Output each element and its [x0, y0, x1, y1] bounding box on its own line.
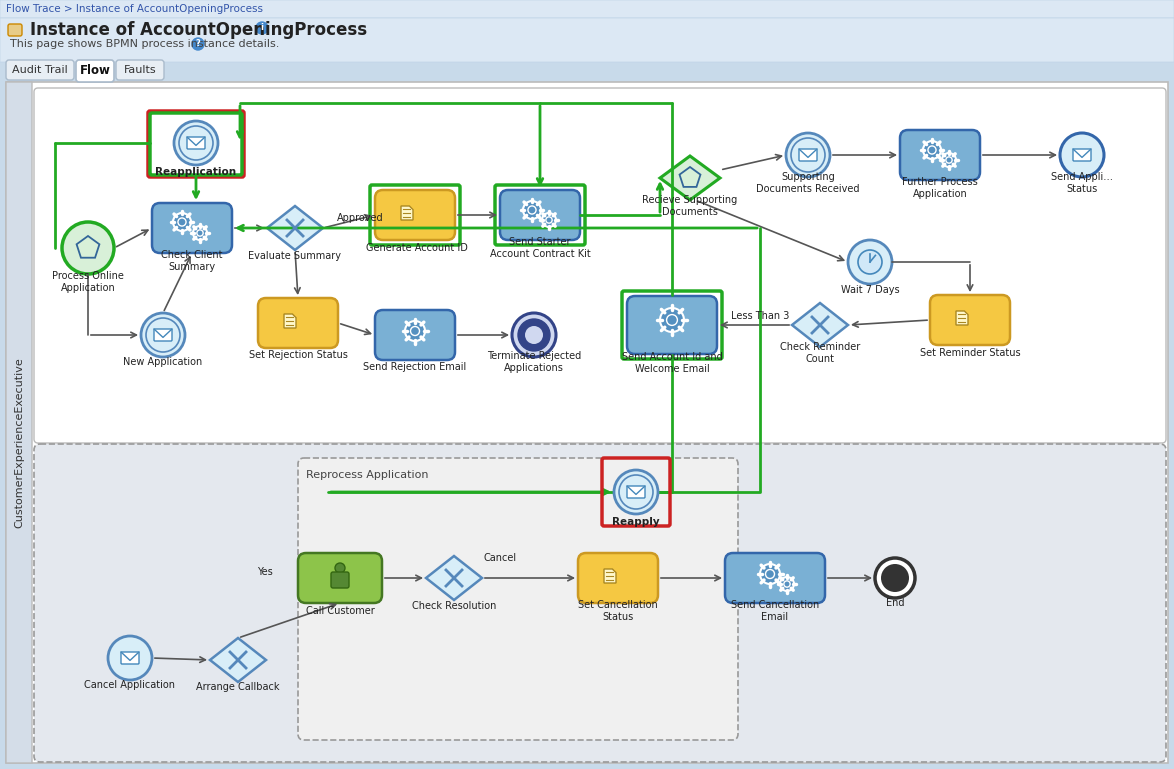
Text: Terminate Rejected
Applications: Terminate Rejected Applications: [487, 351, 581, 373]
Circle shape: [848, 240, 892, 284]
Text: CustomerExperienceExecutive: CustomerExperienceExecutive: [14, 358, 23, 528]
Text: Supporting
Documents Received: Supporting Documents Received: [756, 172, 859, 194]
FancyBboxPatch shape: [34, 88, 1166, 443]
FancyBboxPatch shape: [375, 190, 456, 240]
Circle shape: [411, 327, 419, 335]
FancyBboxPatch shape: [0, 0, 1174, 18]
Polygon shape: [426, 556, 483, 600]
FancyBboxPatch shape: [298, 553, 382, 603]
Polygon shape: [956, 311, 969, 325]
Circle shape: [174, 121, 218, 165]
Text: Yes: Yes: [257, 567, 272, 577]
Text: Call Customer: Call Customer: [305, 606, 375, 616]
FancyBboxPatch shape: [6, 82, 32, 763]
Text: Instance of AccountOpeningProcess: Instance of AccountOpeningProcess: [31, 21, 367, 39]
Circle shape: [518, 319, 549, 351]
Circle shape: [141, 313, 185, 357]
Circle shape: [193, 38, 204, 50]
Text: Send Rejection Email: Send Rejection Email: [364, 362, 466, 372]
Text: Audit Trail: Audit Trail: [12, 65, 68, 75]
Text: i: i: [261, 24, 263, 32]
Text: Generate Account ID: Generate Account ID: [366, 243, 468, 253]
Text: Check Resolution: Check Resolution: [412, 601, 497, 611]
Text: Check Client
Summary: Check Client Summary: [161, 250, 223, 271]
FancyBboxPatch shape: [8, 24, 22, 36]
FancyBboxPatch shape: [0, 18, 1174, 62]
Circle shape: [875, 558, 915, 598]
Text: Faults: Faults: [123, 65, 156, 75]
FancyBboxPatch shape: [627, 296, 717, 354]
Polygon shape: [266, 206, 323, 250]
Circle shape: [335, 563, 345, 573]
FancyBboxPatch shape: [187, 137, 205, 149]
Circle shape: [660, 308, 684, 332]
Polygon shape: [660, 156, 720, 200]
FancyBboxPatch shape: [116, 60, 164, 80]
FancyBboxPatch shape: [121, 652, 139, 664]
Circle shape: [146, 318, 180, 352]
FancyBboxPatch shape: [151, 203, 232, 253]
Circle shape: [1060, 133, 1104, 177]
FancyBboxPatch shape: [76, 60, 114, 82]
Polygon shape: [402, 206, 413, 220]
Circle shape: [108, 636, 151, 680]
FancyBboxPatch shape: [500, 190, 580, 240]
Text: Cancel: Cancel: [484, 553, 517, 563]
Circle shape: [667, 315, 677, 325]
Circle shape: [780, 577, 794, 591]
Polygon shape: [284, 314, 296, 328]
Text: End: End: [885, 598, 904, 608]
FancyBboxPatch shape: [298, 458, 738, 740]
Text: Less Than 3: Less Than 3: [730, 311, 789, 321]
Circle shape: [760, 564, 780, 584]
Circle shape: [614, 470, 657, 514]
FancyBboxPatch shape: [375, 310, 456, 360]
Text: Set Reminder Status: Set Reminder Status: [919, 348, 1020, 358]
Circle shape: [197, 230, 203, 236]
FancyBboxPatch shape: [1073, 149, 1091, 161]
Circle shape: [946, 157, 952, 163]
FancyBboxPatch shape: [799, 149, 817, 161]
Text: Set Cancellation
Status: Set Cancellation Status: [578, 600, 657, 622]
FancyBboxPatch shape: [154, 329, 173, 341]
Text: ?: ?: [196, 39, 201, 48]
Text: Evaluate Summary: Evaluate Summary: [249, 251, 342, 261]
Circle shape: [193, 226, 207, 240]
Polygon shape: [792, 303, 848, 347]
Circle shape: [787, 133, 830, 177]
Circle shape: [791, 138, 825, 172]
Text: Wait 7 Days: Wait 7 Days: [841, 285, 899, 295]
Text: Reapplication: Reapplication: [155, 167, 237, 177]
Circle shape: [405, 321, 425, 341]
FancyBboxPatch shape: [900, 130, 980, 180]
Text: Further Process
Application: Further Process Application: [902, 177, 978, 199]
Circle shape: [858, 250, 882, 274]
Polygon shape: [76, 236, 100, 258]
Circle shape: [765, 570, 775, 578]
Circle shape: [880, 564, 909, 592]
Circle shape: [546, 217, 552, 223]
Text: Cancel Application: Cancel Application: [85, 680, 175, 690]
FancyBboxPatch shape: [34, 444, 1166, 762]
FancyBboxPatch shape: [6, 82, 1168, 763]
Text: Reprocess Application: Reprocess Application: [306, 470, 429, 480]
Circle shape: [923, 141, 942, 159]
Circle shape: [927, 146, 936, 154]
Circle shape: [256, 22, 268, 34]
Text: Send Appli…
Status: Send Appli… Status: [1051, 172, 1113, 194]
Polygon shape: [210, 638, 266, 682]
Circle shape: [784, 581, 790, 588]
Text: Process Online
Application: Process Online Application: [52, 271, 124, 293]
Text: Approved: Approved: [337, 213, 384, 223]
Circle shape: [173, 213, 191, 231]
FancyBboxPatch shape: [258, 298, 338, 348]
FancyBboxPatch shape: [578, 553, 657, 603]
Text: Reapply: Reapply: [612, 517, 660, 527]
FancyBboxPatch shape: [930, 295, 1010, 345]
Circle shape: [178, 126, 212, 160]
FancyBboxPatch shape: [331, 572, 349, 588]
FancyBboxPatch shape: [627, 486, 645, 498]
Circle shape: [512, 313, 556, 357]
FancyBboxPatch shape: [6, 60, 74, 80]
